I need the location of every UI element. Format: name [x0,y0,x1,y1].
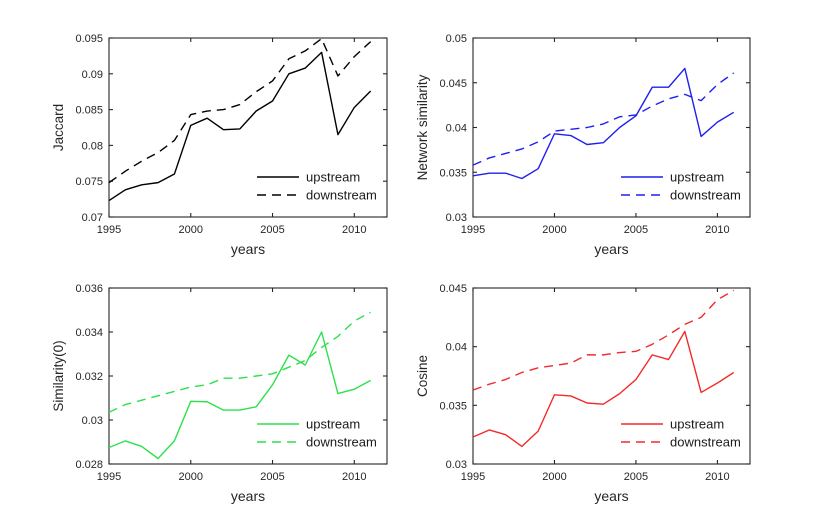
x-tick-label: 2005 [624,471,648,483]
series-line-downstream [108,311,371,413]
x-tick-label: 2010 [705,224,729,236]
y-axis-label: Jaccard [51,104,66,151]
y-tick-label: 0.036 [75,283,103,295]
y-tick-label: 0.04 [446,342,467,354]
y-tick-label: 0.095 [75,33,103,45]
x-tick-label: 2000 [542,224,566,236]
y-tick-label: 0.085 [75,105,103,117]
y-tick-label: 0.045 [439,78,467,90]
axes-box [108,37,388,218]
legend-label-upstream: upstream [670,170,724,185]
x-tick-label: 2000 [179,471,203,483]
y-tick-label: 0.028 [75,459,103,471]
legend-label-upstream: upstream [670,417,724,432]
y-tick-label: 0.03 [446,212,467,224]
y-tick-label: 0.035 [439,400,467,412]
x-axis-label: years [594,241,628,257]
series-line-downstream [472,72,735,166]
series-line-upstream [472,330,735,448]
x-tick-label: 2000 [179,224,203,236]
y-tick-label: 0.045 [439,283,467,295]
x-axis-label: years [231,241,265,257]
subplot-network-similarity: 1995 2000 2005 2010 0.03 0.035 0.04 0.045 0.05 ye… [415,33,751,257]
x-tick-label: 1995 [97,224,121,236]
series-line-upstream [108,331,371,460]
legend-label-upstream: upstream [306,417,360,432]
x-axis-label: years [594,488,628,504]
x-tick-label: 1995 [461,224,485,236]
y-axis-label: Network similarity [415,74,430,180]
x-tick-label: 1995 [97,471,121,483]
series-line-downstream [108,38,372,184]
x-tick-label: 1995 [461,471,485,483]
y-tick-label: 0.04 [446,123,467,135]
subplot-cosine: 1995 2000 2005 2010 0.03 0.035 0.04 0.045 years C… [415,283,751,504]
x-tick-label: 2005 [260,224,284,236]
y-axis-label: Cosine [415,355,430,397]
y-tick-label: 0.03 [446,459,467,471]
x-tick-label: 2005 [260,471,284,483]
legend-label-downstream: downstream [306,188,377,203]
axes-box [472,287,751,465]
x-axis-label: years [231,488,265,504]
legend-label-upstream: upstream [306,170,360,185]
subplot-jaccard: 1995 2000 2005 2010 0.07 0.075 0.08 0.085 0.09 0.… [51,33,388,257]
y-tick-label: 0.03 [82,415,103,427]
series-line-downstream [472,289,735,391]
series-line-upstream [108,51,372,202]
x-tick-label: 2010 [705,471,729,483]
y-tick-label: 0.07 [82,212,103,224]
y-tick-label: 0.032 [75,371,103,383]
y-tick-label: 0.075 [75,176,103,188]
series-line-upstream [472,67,735,180]
y-tick-label: 0.05 [446,33,467,45]
subplot-similarity-0: 1995 2000 2005 2010 0.028 0.03 0.032 0.034 0.036… [51,283,388,504]
x-tick-label: 2005 [624,224,648,236]
x-tick-label: 2000 [542,471,566,483]
x-tick-label: 2010 [342,471,366,483]
y-tick-label: 0.034 [75,327,103,339]
legend-label-downstream: downstream [670,188,741,203]
y-tick-label: 0.08 [82,140,103,152]
y-axis-label: Similarity(0) [51,340,66,411]
y-tick-label: 0.09 [82,69,103,81]
legend-label-downstream: downstream [306,435,377,450]
x-tick-label: 2010 [342,224,366,236]
y-tick-label: 0.035 [439,167,467,179]
legend-label-downstream: downstream [670,435,741,450]
